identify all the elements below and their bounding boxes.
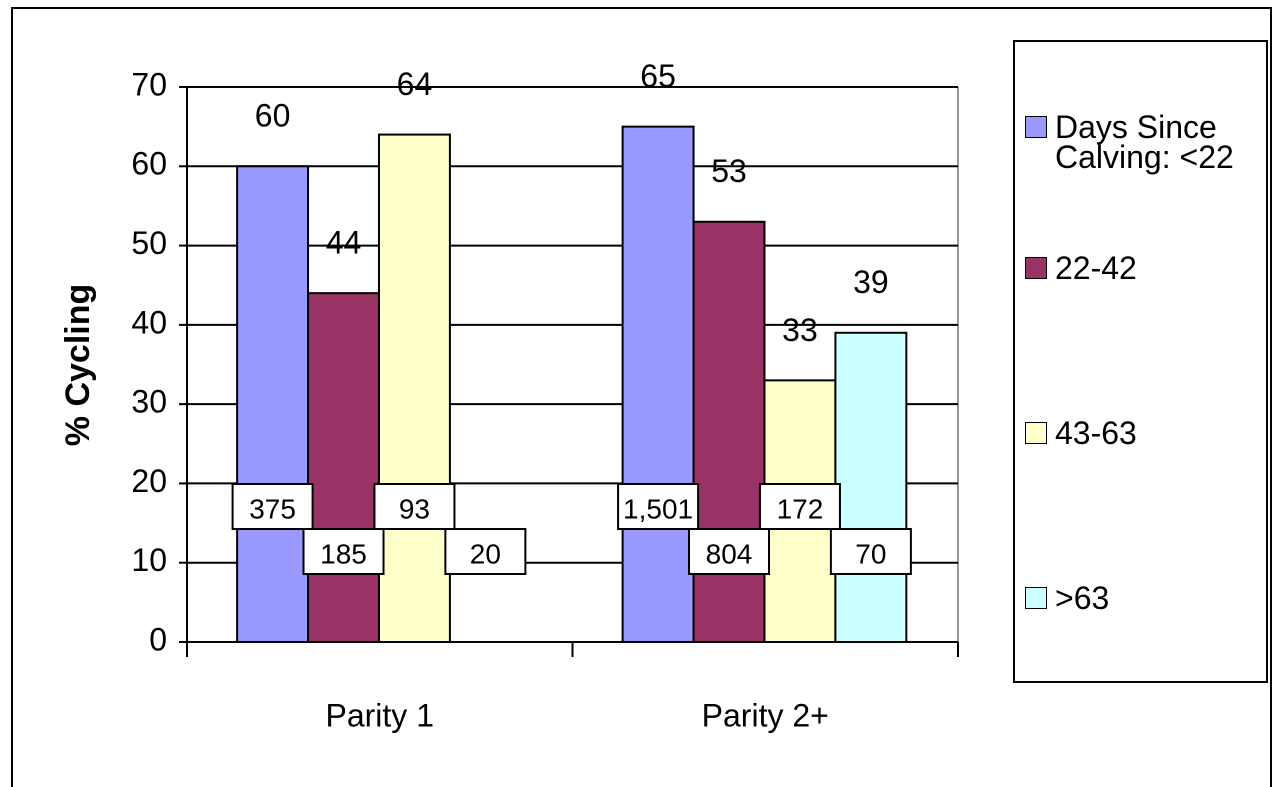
value-label: 60 <box>255 98 291 134</box>
count-box <box>617 483 700 530</box>
x-tick-label: Parity 2+ <box>702 697 829 733</box>
bar <box>834 331 908 643</box>
bar <box>377 133 451 643</box>
count-label: 172 <box>777 493 824 524</box>
legend-label: 43-63 <box>1055 415 1137 451</box>
legend-entry: 43-63 <box>1025 415 1263 451</box>
count-box <box>302 528 385 575</box>
count-box <box>373 483 456 530</box>
legend-swatch <box>1025 422 1047 444</box>
count-label: 804 <box>706 538 753 569</box>
count-label: 93 <box>399 493 430 524</box>
y-axis-label: % Cycling <box>59 284 97 446</box>
count-label: 70 <box>855 538 886 569</box>
legend-entry: Days Since Calving: <22 <box>1025 109 1263 175</box>
value-label: 39 <box>853 264 889 300</box>
x-tick-label: Parity 1 <box>326 697 434 733</box>
count-box <box>231 483 314 530</box>
value-label: 53 <box>711 153 747 189</box>
bar <box>236 165 310 644</box>
y-tick-label: 60 <box>131 146 167 182</box>
count-box <box>758 483 841 530</box>
legend: Days Since Calving: <22 22-42 43-63 >63 <box>1013 40 1268 683</box>
legend-entry: 22-42 <box>1025 250 1263 286</box>
legend-label: 22-42 <box>1055 250 1137 286</box>
bar <box>307 292 380 643</box>
value-label: 65 <box>640 58 676 94</box>
legend-label: >63 <box>1055 580 1110 616</box>
value-label: 64 <box>397 66 433 102</box>
legend-swatch <box>1025 116 1047 138</box>
y-tick-label: 30 <box>131 384 167 420</box>
count-box <box>829 528 912 575</box>
legend-swatch <box>1025 257 1047 279</box>
bar <box>692 220 766 644</box>
legend-entry: >63 <box>1025 580 1263 616</box>
count-label: 1,501 <box>623 493 693 524</box>
count-label: 375 <box>249 493 296 524</box>
value-label: 33 <box>782 312 818 348</box>
count-box <box>444 528 527 575</box>
count-label: 185 <box>320 538 367 569</box>
count-box <box>688 528 771 575</box>
y-tick-label: 0 <box>149 621 167 657</box>
y-tick-label: 40 <box>131 304 167 340</box>
legend-swatch <box>1025 587 1047 609</box>
bar <box>621 125 695 643</box>
y-tick-label: 70 <box>131 66 167 102</box>
y-tick-label: 50 <box>131 225 167 261</box>
value-label: 44 <box>326 225 362 261</box>
y-tick-label: 10 <box>131 542 167 578</box>
count-label: 20 <box>470 538 501 569</box>
legend-label: Days Since Calving: <22 <box>1055 109 1234 175</box>
y-tick-label: 20 <box>131 463 167 499</box>
